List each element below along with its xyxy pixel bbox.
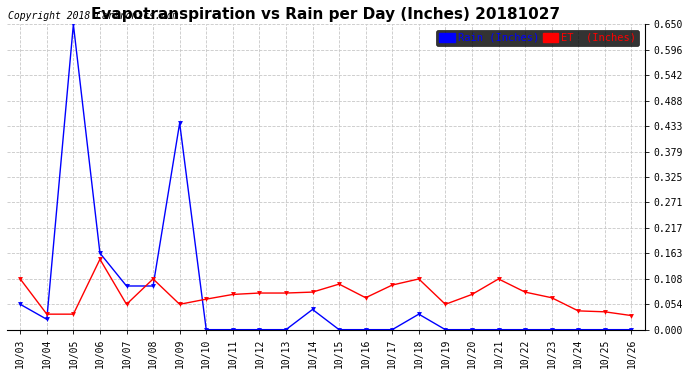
Text: Copyright 2018 Cartronics.com: Copyright 2018 Cartronics.com [8,12,178,21]
Legend: Rain (Inches), ET  (Inches): Rain (Inches), ET (Inches) [436,30,640,46]
Title: Evapotranspiration vs Rain per Day (Inches) 20181027: Evapotranspiration vs Rain per Day (Inch… [91,7,560,22]
